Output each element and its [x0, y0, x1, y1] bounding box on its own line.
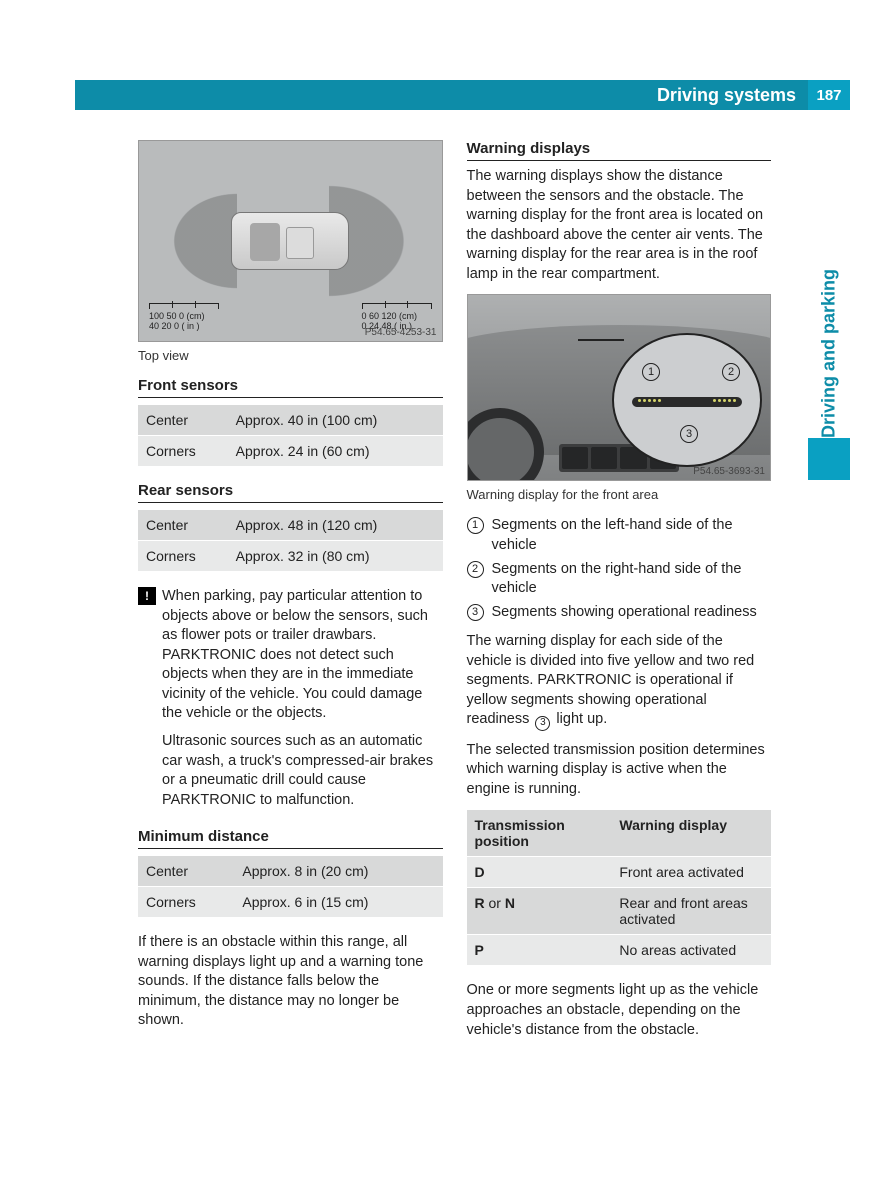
legend-item: 1Segments on the left-hand side of the v… [467, 516, 772, 555]
heading-warning-displays: Warning displays [467, 140, 772, 161]
page-header: Driving systems 187 [75, 80, 850, 110]
right-column: Warning displays The warning displays sh… [467, 140, 772, 1050]
ruler-left: 100 50 0 (cm) 40 20 0 ( in ) [149, 303, 219, 331]
content: 100 50 0 (cm) 40 20 0 ( in ) 0 60 120 (c… [138, 140, 771, 1050]
table-transmission: Transmission positionWarning display DFr… [467, 809, 772, 965]
side-tab-label: Driving and parking [808, 240, 850, 438]
after-legend-1: The warning display for each side of the… [467, 632, 772, 731]
figure-tag: P54.65-3693-31 [693, 466, 765, 477]
table-front-sensors: CenterApprox. 40 in (100 cm) CornersAppr… [138, 404, 443, 466]
legend: 1Segments on the left-hand side of the v… [467, 516, 772, 622]
heading-front-sensors: Front sensors [138, 377, 443, 398]
closing-text: One or more segments light up as the veh… [467, 981, 772, 1040]
figure-tag: P54.65-4253-31 [365, 327, 437, 338]
header-title: Driving systems [75, 80, 808, 110]
legend-item: 3Segments showing operational readiness [467, 603, 772, 623]
figure-top-view: 100 50 0 (cm) 40 20 0 ( in ) 0 60 120 (c… [138, 140, 443, 342]
side-tab: Driving and parking [808, 240, 850, 480]
alert-icon: ! [138, 587, 156, 605]
heading-rear-sensors: Rear sensors [138, 482, 443, 503]
side-tab-block [808, 438, 850, 480]
figure-caption: Top view [138, 348, 443, 363]
after-legend-2: The selected transmission position deter… [467, 741, 772, 800]
header-page-number: 187 [808, 80, 850, 110]
figure-warning-display: 1 2 3 P54.65-3693-31 [467, 294, 772, 481]
info-block: ! When parking, pay particular attention… [138, 587, 443, 818]
legend-item: 2Segments on the right-hand side of the … [467, 560, 772, 599]
warning-intro: The warning displays show the distance b… [467, 167, 772, 284]
info-body: When parking, pay particular attention t… [162, 587, 443, 818]
figure-caption: Warning display for the front area [467, 487, 772, 502]
heading-min-distance: Minimum distance [138, 828, 443, 849]
table-rear-sensors: CenterApprox. 48 in (120 cm) CornersAppr… [138, 509, 443, 571]
table-min-distance: CenterApprox. 8 in (20 cm) CornersApprox… [138, 855, 443, 917]
left-column: 100 50 0 (cm) 40 20 0 ( in ) 0 60 120 (c… [138, 140, 443, 1050]
min-distance-text: If there is an obstacle within this rang… [138, 933, 443, 1031]
